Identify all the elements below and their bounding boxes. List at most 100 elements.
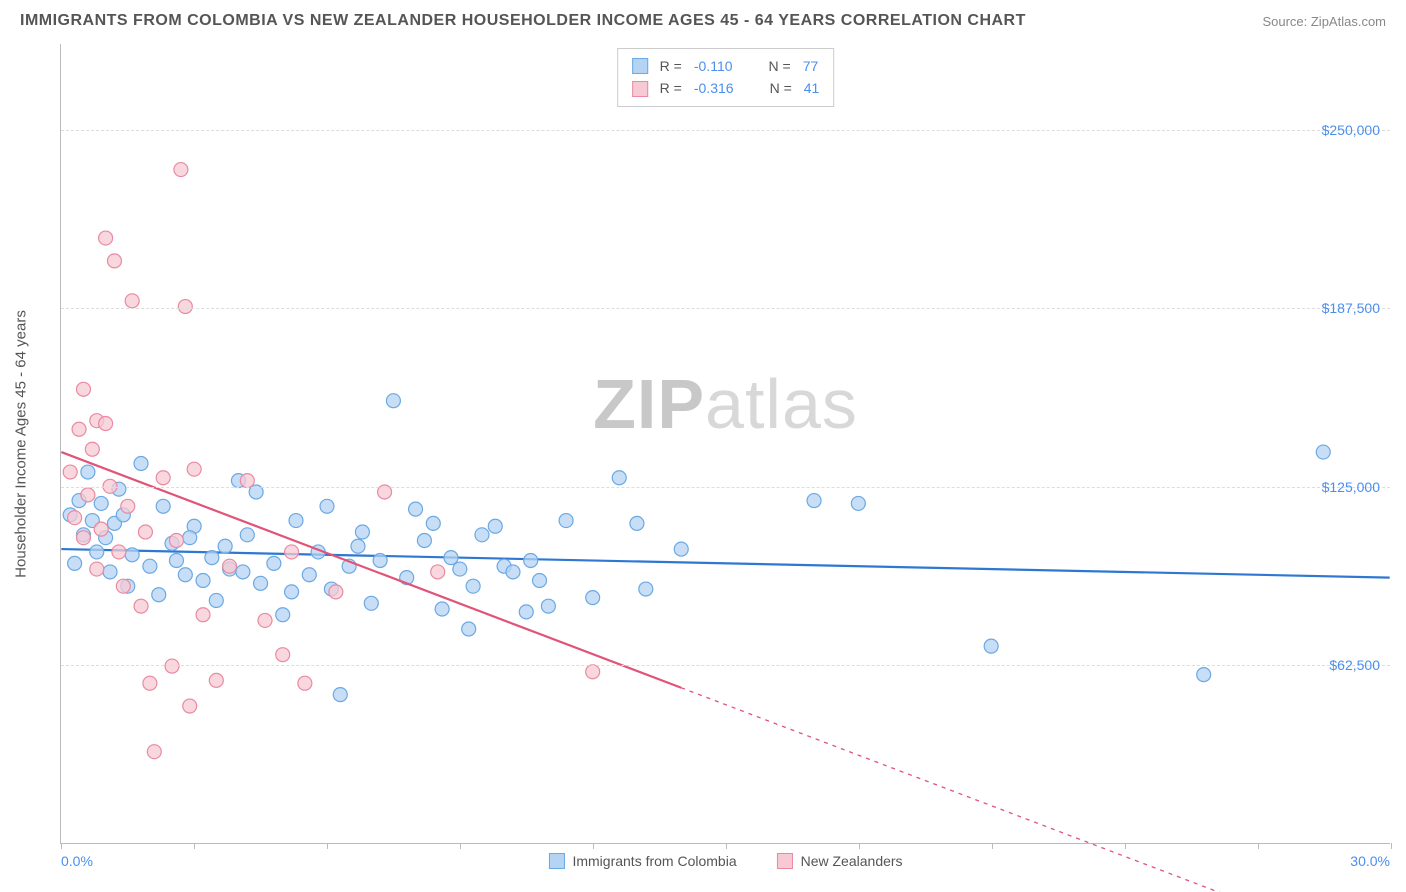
point-newzealand [276,648,290,662]
point-newzealand [209,673,223,687]
point-colombia [156,499,170,513]
x-tick [194,843,195,849]
legend-n-value-colombia: 77 [803,55,819,77]
x-axis-max-label: 30.0% [1350,853,1390,869]
legend-stat-row-newzealand: R = -0.316 N = 41 [632,77,820,99]
point-colombia [630,516,644,530]
x-tick [593,843,594,849]
legend-r-value-newzealand: -0.316 [694,77,734,99]
point-colombia [143,559,157,573]
point-newzealand [174,163,188,177]
x-tick [859,843,860,849]
legend-r-label: R = [660,77,682,99]
point-colombia [1197,668,1211,682]
point-colombia [289,514,303,528]
legend-series-label-colombia: Immigrants from Colombia [572,853,736,869]
point-colombia [205,551,219,565]
point-colombia [276,608,290,622]
point-newzealand [134,599,148,613]
x-tick [992,843,993,849]
point-colombia [302,568,316,582]
point-colombia [373,554,387,568]
x-tick [327,843,328,849]
legend-swatch-colombia [548,853,564,869]
legend-series-label-newzealand: New Zealanders [801,853,903,869]
source-label: Source: ZipAtlas.com [1262,14,1386,29]
point-colombia [81,465,95,479]
point-colombia [103,565,117,579]
point-colombia [417,534,431,548]
legend-swatch-newzealand [632,81,648,97]
point-colombia [1316,445,1330,459]
point-newzealand [99,231,113,245]
gridline-h [61,130,1390,131]
title-bar: IMMIGRANTS FROM COLOMBIA VS NEW ZEALANDE… [20,12,1386,30]
point-newzealand [183,699,197,713]
point-colombia [134,456,148,470]
point-newzealand [107,254,121,268]
legend-series-item-colombia: Immigrants from Colombia [548,853,736,869]
point-colombia [386,394,400,408]
point-colombia [533,573,547,587]
point-colombia [674,542,688,556]
point-colombia [488,519,502,533]
legend-n-label: N = [769,55,791,77]
point-colombia [426,516,440,530]
legend-series-item-newzealand: New Zealanders [777,853,903,869]
point-colombia [639,582,653,596]
point-colombia [68,556,82,570]
point-newzealand [586,665,600,679]
point-colombia [462,622,476,636]
point-colombia [152,588,166,602]
point-colombia [435,602,449,616]
legend-r-value-colombia: -0.110 [694,55,733,77]
point-newzealand [431,565,445,579]
point-newzealand [223,559,237,573]
point-colombia [984,639,998,653]
point-colombia [254,576,268,590]
point-newzealand [81,488,95,502]
point-newzealand [298,676,312,690]
point-newzealand [99,417,113,431]
y-tick-label: $62,500 [1329,657,1380,673]
point-colombia [94,496,108,510]
y-tick-label: $187,500 [1322,300,1380,316]
chart-title: IMMIGRANTS FROM COLOMBIA VS NEW ZEALANDE… [20,12,1026,30]
point-newzealand [138,525,152,539]
point-newzealand [125,294,139,308]
point-colombia [169,554,183,568]
point-colombia [285,585,299,599]
x-tick [1258,843,1259,849]
point-newzealand [121,499,135,513]
point-colombia [807,494,821,508]
x-tick [726,843,727,849]
point-newzealand [85,442,99,456]
point-colombia [519,605,533,619]
plot-area: Householder Income Ages 45 - 64 years ZI… [60,44,1390,844]
point-colombia [444,551,458,565]
legend-swatch-newzealand [777,853,793,869]
point-newzealand [156,471,170,485]
point-newzealand [196,608,210,622]
gridline-h [61,308,1390,309]
x-tick [61,843,62,849]
point-newzealand [76,531,90,545]
point-colombia [90,545,104,559]
point-newzealand [187,462,201,476]
point-colombia [466,579,480,593]
point-colombia [364,596,378,610]
point-colombia [475,528,489,542]
point-colombia [183,531,197,545]
point-colombia [218,539,232,553]
point-newzealand [143,676,157,690]
gridline-h [61,487,1390,488]
point-colombia [612,471,626,485]
point-colombia [178,568,192,582]
point-colombia [267,556,281,570]
x-tick [460,843,461,849]
point-newzealand [258,613,272,627]
legend-n-label: N = [770,77,792,99]
point-colombia [355,525,369,539]
point-colombia [541,599,555,613]
legend-n-value-newzealand: 41 [804,77,820,99]
